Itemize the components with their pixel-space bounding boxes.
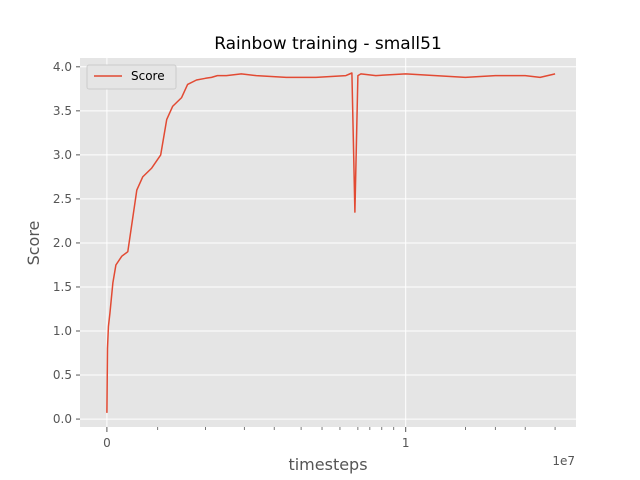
y-tick-label: 0.5 <box>53 368 72 382</box>
y-tick-label: 1.5 <box>53 280 72 294</box>
y-axis-label: Score <box>24 221 43 266</box>
y-tick-label: 3.5 <box>53 104 72 118</box>
x-tick-label: 0 <box>103 436 111 450</box>
y-tick-label: 1.0 <box>53 324 72 338</box>
legend-label-score: Score <box>131 69 165 83</box>
series-line-score <box>106 72 556 413</box>
x-tick-label: 1 <box>402 436 410 450</box>
y-tick-label: 0.0 <box>53 412 72 426</box>
legend: Score <box>86 64 177 90</box>
y-tick-label: 2.5 <box>53 192 72 206</box>
x-axis-offset-label: 1e7 <box>552 454 575 468</box>
x-axis-label: timesteps <box>288 455 367 474</box>
y-tick-label: 4.0 <box>53 60 72 74</box>
y-axis-ticks: 0.0 0.5 1.0 1.5 2.0 2.5 3.0 3.5 4.0 <box>53 60 80 426</box>
legend-box <box>86 64 177 90</box>
chart-title: Rainbow training - small51 <box>214 34 442 54</box>
y-tick-label: 2.0 <box>53 236 72 250</box>
y-tick-label: 3.0 <box>53 148 72 162</box>
